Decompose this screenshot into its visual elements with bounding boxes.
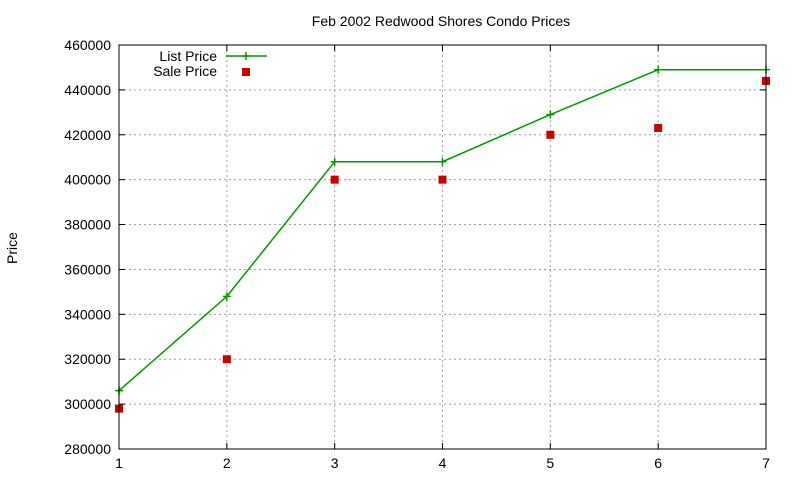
list-price-point: [330, 157, 339, 166]
y-tick-label: 440000: [64, 82, 111, 98]
sale-price-point: [654, 124, 663, 133]
y-tick-label: 400000: [64, 172, 111, 188]
y-tick-label: 380000: [64, 217, 111, 233]
y-axis-title: Price: [4, 232, 20, 264]
x-tick-label: 2: [223, 455, 231, 471]
legend-marker-sale-price: [242, 68, 250, 76]
x-tick-label: 4: [439, 455, 447, 471]
grid-layer: [119, 45, 766, 449]
x-tick-label: 5: [546, 455, 554, 471]
list-price-point: [438, 157, 447, 166]
legend-marker-list-price: [242, 52, 250, 60]
y-tick-label: 340000: [64, 306, 111, 322]
x-tick-label: 7: [762, 455, 770, 471]
legend-label-list-price: List Price: [159, 48, 217, 64]
list-price-point: [654, 65, 663, 74]
sale-price-point: [330, 175, 339, 184]
y-tick-label: 320000: [64, 351, 111, 367]
chart-title: Feb 2002 Redwood Shores Condo Prices: [312, 13, 570, 29]
legend-label-sale-price: Sale Price: [153, 63, 217, 79]
sale-price-point: [438, 175, 447, 184]
list-price-point: [546, 110, 555, 119]
tick-layer: 280000 300000 320000 340000 360000 380000 4000…: [64, 37, 770, 471]
list-price-point: [222, 292, 231, 301]
y-tick-label: 360000: [64, 261, 111, 277]
sale-price-point: [222, 355, 231, 364]
x-tick-label: 6: [654, 455, 662, 471]
sale-price-point: [546, 130, 555, 139]
x-tick-label: 3: [331, 455, 339, 471]
y-tick-label: 280000: [64, 441, 111, 457]
y-tick-label: 420000: [64, 127, 111, 143]
y-tick-label: 300000: [64, 396, 111, 412]
x-tick-label: 1: [115, 455, 123, 471]
y-tick-label: 460000: [64, 37, 111, 53]
